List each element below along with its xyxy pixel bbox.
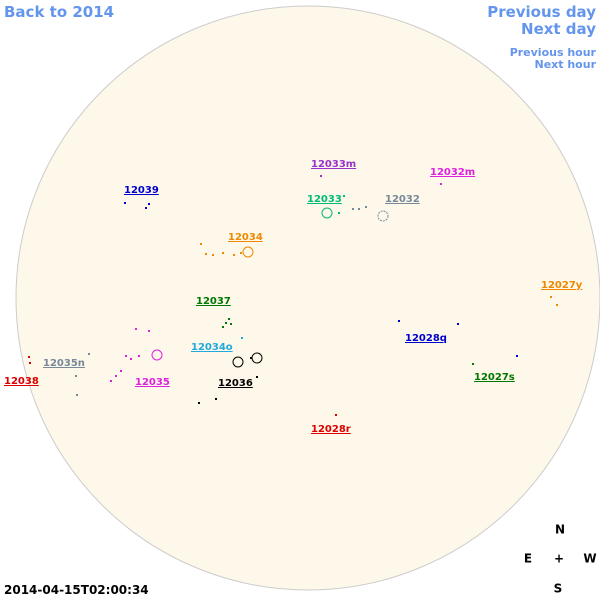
sunspot <box>365 206 367 208</box>
sunspot <box>228 318 230 320</box>
sunspot <box>320 175 322 177</box>
sunspot <box>124 202 126 204</box>
sunspot <box>138 355 140 357</box>
region-label[interactable]: 12028r <box>311 424 351 435</box>
previous-day-link[interactable]: Previous day <box>487 3 596 21</box>
region-label[interactable]: 12033m <box>311 159 356 170</box>
compass-north: N <box>555 523 565 537</box>
sunspot <box>135 328 137 330</box>
sunspot <box>241 337 243 339</box>
sunspot <box>29 362 31 364</box>
sunspot-group <box>242 246 254 258</box>
sunspot <box>205 253 207 255</box>
region-label[interactable]: 12027s <box>474 372 515 383</box>
sunspot <box>148 330 150 332</box>
region-label[interactable]: 12035n <box>43 358 85 369</box>
sunspot <box>240 252 242 254</box>
sunspot-group <box>232 356 244 368</box>
sunspot <box>358 208 360 210</box>
sunspot <box>120 370 122 372</box>
sunspot <box>352 208 354 210</box>
compass-east: E <box>524 552 532 566</box>
region-label[interactable]: 12035 <box>135 377 170 388</box>
compass-west: W <box>583 552 596 566</box>
compass-south: S <box>554 582 563 596</box>
sunspot <box>222 252 224 254</box>
compass-center: + <box>554 552 564 566</box>
sunspot <box>338 212 340 214</box>
region-label[interactable]: 12032 <box>385 194 420 205</box>
sunspot <box>200 243 202 245</box>
sunspot <box>125 355 127 357</box>
timestamp: 2014-04-15T02:00:34 <box>4 583 149 597</box>
region-label[interactable]: 12034o <box>191 342 233 353</box>
sunspot <box>250 357 252 359</box>
back-link[interactable]: Back to 2014 <box>4 3 114 21</box>
next-day-link[interactable]: Next day <box>521 20 596 38</box>
region-label[interactable]: 12038 <box>4 376 39 387</box>
region-label[interactable]: 12037 <box>196 296 231 307</box>
sunspot <box>230 323 232 325</box>
sunspot <box>233 254 235 256</box>
sunspot <box>472 363 474 365</box>
sunspot-group <box>151 349 163 361</box>
sunspot <box>550 296 552 298</box>
region-label[interactable]: 12034 <box>228 232 263 243</box>
sunspot <box>145 207 147 209</box>
sunspot <box>76 394 78 396</box>
sunspot-group <box>377 210 389 222</box>
sunspot <box>335 414 337 416</box>
sunspot-group <box>321 207 333 219</box>
sunspot <box>516 355 518 357</box>
sunspot <box>440 183 442 185</box>
sunspot <box>28 356 30 358</box>
region-label[interactable]: 12039 <box>124 185 159 196</box>
region-label[interactable]: 12033 <box>307 194 342 205</box>
sunspot <box>556 304 558 306</box>
region-label[interactable]: 12032m <box>430 167 475 178</box>
sunspot <box>457 323 459 325</box>
sunspot <box>115 375 117 377</box>
sunspot <box>130 358 132 360</box>
region-label[interactable]: 12036 <box>218 378 253 389</box>
sunspot <box>212 254 214 256</box>
next-hour-link[interactable]: Next hour <box>535 58 597 71</box>
solar-disk <box>15 5 600 591</box>
sunspot <box>343 195 345 197</box>
sunspot <box>198 402 200 404</box>
region-label[interactable]: 12028q <box>405 333 447 344</box>
sunspot <box>215 398 217 400</box>
sunspot <box>88 353 90 355</box>
region-label[interactable]: 12027y <box>541 280 583 291</box>
sunspot <box>75 375 77 377</box>
sunspot <box>222 326 224 328</box>
sunspot <box>398 320 400 322</box>
sunspot <box>110 380 112 382</box>
sunspot <box>256 376 258 378</box>
sunspot <box>148 203 150 205</box>
sunspot <box>225 322 227 324</box>
previous-hour-link[interactable]: Previous hour <box>510 46 597 59</box>
